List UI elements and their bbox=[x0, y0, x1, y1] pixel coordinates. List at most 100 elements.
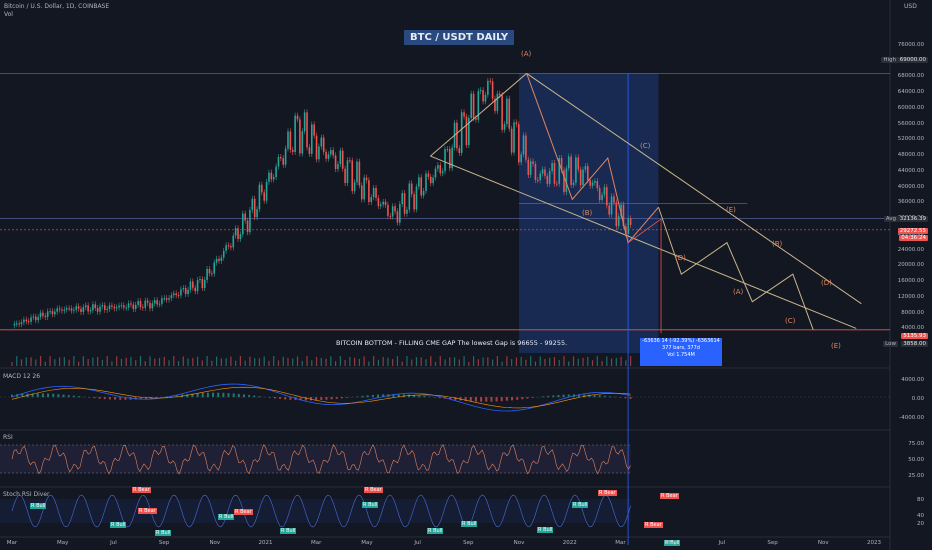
price-tick: 4000.00 bbox=[901, 325, 924, 332]
stoch-bull-tag: R Bull bbox=[572, 502, 589, 508]
price-candle bbox=[475, 118, 477, 120]
macd-histogram bbox=[320, 397, 323, 401]
volume-bar bbox=[358, 358, 360, 366]
macd-histogram bbox=[145, 397, 148, 399]
volume-bar bbox=[263, 356, 265, 366]
volume-bar bbox=[539, 356, 541, 366]
price-candle bbox=[263, 192, 266, 201]
price-candle bbox=[479, 90, 482, 92]
price-candle bbox=[134, 304, 137, 309]
macd-histogram bbox=[242, 394, 245, 398]
price-candle bbox=[187, 289, 189, 295]
macd-histogram bbox=[16, 394, 19, 398]
price-candle bbox=[327, 154, 330, 159]
price-candle bbox=[244, 213, 246, 221]
price-candle bbox=[330, 150, 332, 155]
volume-bar bbox=[277, 360, 280, 366]
volume-bar bbox=[78, 361, 80, 366]
price-candle bbox=[296, 115, 299, 120]
price-candle bbox=[372, 187, 375, 198]
price-candle bbox=[415, 186, 418, 210]
wave-label-b: (B) bbox=[582, 209, 593, 217]
volume-bar bbox=[601, 361, 603, 366]
price-candle bbox=[353, 182, 356, 192]
price-candle bbox=[391, 206, 394, 217]
macd-histogram bbox=[490, 397, 493, 402]
macd-histogram bbox=[217, 392, 220, 398]
price-candle bbox=[432, 177, 434, 184]
chart-title: BTC / USDT DAILY bbox=[404, 30, 515, 45]
volume-bar bbox=[458, 359, 460, 366]
volume-bar bbox=[515, 357, 518, 366]
high-value: 69000.00 bbox=[897, 57, 928, 63]
macd-histogram bbox=[325, 397, 328, 400]
volume-bar bbox=[563, 356, 565, 366]
time-tick: May bbox=[361, 540, 373, 546]
price-candle bbox=[127, 303, 130, 308]
macd-histogram bbox=[469, 397, 472, 402]
time-tick: 2023 bbox=[867, 540, 881, 546]
price-candle bbox=[294, 115, 296, 152]
price-candle bbox=[382, 201, 384, 205]
price-candle bbox=[115, 307, 118, 309]
stoch-bear-tag: R Bear bbox=[660, 493, 679, 499]
macd-histogram bbox=[114, 397, 117, 400]
volume-bar bbox=[116, 356, 118, 366]
price-candle bbox=[448, 149, 451, 169]
macd-histogram bbox=[474, 397, 477, 402]
price-candle bbox=[82, 307, 85, 312]
volume-bar bbox=[25, 357, 27, 366]
volume-bar bbox=[92, 357, 94, 366]
macd-histogram bbox=[495, 397, 498, 402]
macd-histogram bbox=[330, 397, 333, 400]
macd-histogram bbox=[289, 397, 292, 400]
price-tick: 40000.00 bbox=[897, 183, 924, 190]
price-candle bbox=[551, 162, 553, 171]
price-candle bbox=[427, 173, 430, 177]
macd-histogram bbox=[511, 397, 514, 401]
macd-histogram bbox=[557, 394, 560, 398]
price-candle bbox=[201, 279, 204, 289]
price-candle bbox=[401, 193, 404, 205]
stoch-bull-tag: R Bull bbox=[461, 521, 478, 527]
macd-histogram bbox=[588, 394, 591, 398]
macd-histogram bbox=[624, 397, 627, 399]
price-candle bbox=[63, 309, 66, 311]
macd-histogram bbox=[222, 392, 225, 398]
volume-bar bbox=[553, 356, 556, 366]
stoch-bear-tag: R Bear bbox=[132, 487, 151, 493]
stoch-label: Stoch RSI Diver bbox=[3, 491, 50, 498]
volume-bar bbox=[68, 359, 70, 366]
price-candle bbox=[96, 308, 99, 312]
price-candle bbox=[434, 168, 437, 178]
stoch-bear-tag: R Bear bbox=[364, 487, 383, 493]
macd-histogram bbox=[366, 395, 369, 398]
price-candle bbox=[553, 162, 556, 184]
price-candle bbox=[558, 158, 561, 184]
price-candle bbox=[177, 295, 180, 297]
price-candle bbox=[284, 148, 287, 165]
macd-histogram bbox=[598, 395, 601, 398]
price-candle bbox=[606, 187, 608, 206]
volume-bar bbox=[377, 359, 380, 366]
price-candle bbox=[413, 194, 415, 210]
volume-bar bbox=[20, 359, 23, 366]
macd-histogram bbox=[464, 397, 467, 401]
price-candle bbox=[80, 308, 82, 312]
price-candle bbox=[272, 177, 275, 180]
volume-bar bbox=[420, 357, 422, 366]
price-candle bbox=[384, 201, 387, 205]
macd-histogram bbox=[438, 397, 441, 399]
volume-bar bbox=[444, 359, 446, 366]
macd-histogram bbox=[268, 397, 271, 398]
price-candle bbox=[203, 279, 206, 289]
price-candle bbox=[470, 93, 473, 118]
macd-histogram bbox=[62, 394, 65, 398]
stoch-band bbox=[0, 499, 631, 523]
volume-bar bbox=[501, 361, 503, 366]
macd-label: MACD 12 26 bbox=[3, 373, 41, 380]
price-candle bbox=[137, 301, 139, 305]
price-tick: 44000.00 bbox=[897, 167, 924, 174]
price-tick: 8000.00 bbox=[901, 309, 924, 316]
